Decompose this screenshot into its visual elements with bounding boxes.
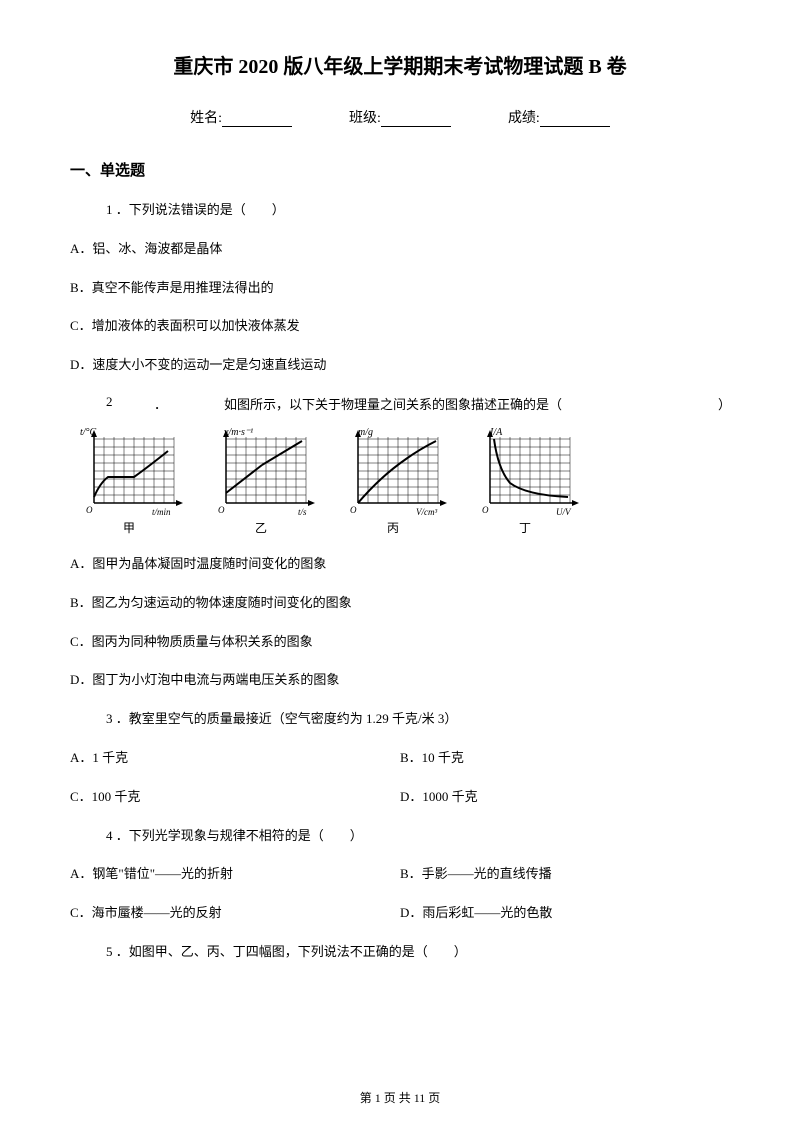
q2-c: C．图丙为同种物质质量与体积关系的图象 — [70, 632, 730, 653]
chart-jia: t/°C O t/min 甲 — [74, 425, 184, 536]
header-fields: 姓名: 班级: 成绩: — [70, 107, 730, 127]
q3-c: C．100 千克 — [70, 787, 400, 808]
page-title: 重庆市 2020 版八年级上学期期末考试物理试题 B 卷 — [70, 50, 730, 79]
q2-text: 如图所示，以下关于物理量之间关系的图象描述正确的是（ — [224, 394, 718, 413]
q3-text: 3 ．教室里空气的质量最接近（空气密度约为 1.29 千克/米 3） — [70, 709, 730, 730]
score-label: 成绩: — [508, 111, 540, 126]
jia-caption: 甲 — [123, 519, 135, 536]
svg-text:U/V: U/V — [556, 507, 572, 517]
class-line — [381, 113, 451, 127]
svg-text:O: O — [218, 505, 225, 515]
svg-text:O: O — [86, 505, 93, 515]
svg-text:t/min: t/min — [152, 507, 171, 517]
q4-text: 4 ．下列光学现象与规律不相符的是（ ） — [70, 826, 730, 847]
charts-row: t/°C O t/min 甲 v/m·s⁻¹ — [70, 425, 730, 536]
q5-text: 5 ．如图甲、乙、丙、丁四幅图，下列说法不正确的是（ ） — [70, 942, 730, 963]
chart-bing: m/g O V/cm³ 丙 — [338, 425, 448, 536]
q2-a: A．图甲为晶体凝固时温度随时间变化的图象 — [70, 554, 730, 575]
yi-caption: 乙 — [255, 519, 267, 536]
bing-caption: 丙 — [387, 519, 399, 536]
score-line — [540, 113, 610, 127]
q2-dot: ． — [154, 394, 224, 413]
name-label: 姓名: — [190, 111, 222, 126]
q2-line: 2 ． 如图所示，以下关于物理量之间关系的图象描述正确的是（ ） — [70, 394, 730, 413]
q4-row2: C．海市蜃楼——光的反射 D．雨后彩虹——光的色散 — [70, 903, 730, 924]
section-heading: 一、单选题 — [70, 159, 730, 180]
q3-d: D．1000 千克 — [400, 787, 730, 808]
q1-c: C．增加液体的表面积可以加快液体蒸发 — [70, 316, 730, 337]
q4-a: A．钢笔"错位"——光的折射 — [70, 864, 400, 885]
q4-d: D．雨后彩虹——光的色散 — [400, 903, 730, 924]
q3-b: B．10 千克 — [400, 748, 730, 769]
q3-row1: A．1 千克 B．10 千克 — [70, 748, 730, 769]
chart-ding: I/A O U/V 丁 — [470, 425, 580, 536]
class-label: 班级: — [349, 111, 381, 126]
q1-a: A．铝、冰、海波都是晶体 — [70, 239, 730, 260]
page-footer: 第 1 页 共 11 页 — [0, 1089, 800, 1106]
q1-text: 1 ．下列说法错误的是（ ） — [70, 200, 730, 221]
q2-d: D．图丁为小灯泡中电流与两端电压关系的图象 — [70, 670, 730, 691]
ding-caption: 丁 — [519, 519, 531, 536]
footer-suffix: 页 — [425, 1091, 440, 1105]
q4-b: B．手影——光的直线传播 — [400, 864, 730, 885]
footer-total: 11 — [414, 1091, 426, 1105]
q2-b: B．图乙为匀速运动的物体速度随时间变化的图象 — [70, 593, 730, 614]
q2-paren: ） — [718, 394, 730, 413]
q3-row2: C．100 千克 D．1000 千克 — [70, 787, 730, 808]
q1-d: D．速度大小不变的运动一定是匀速直线运动 — [70, 355, 730, 376]
chart-yi: v/m·s⁻¹ O t/s 乙 — [206, 425, 316, 536]
q2-num: 2 — [106, 394, 154, 413]
svg-text:V/cm³: V/cm³ — [416, 507, 437, 517]
svg-text:O: O — [482, 505, 489, 515]
q1-b: B．真空不能传声是用推理法得出的 — [70, 278, 730, 299]
svg-text:O: O — [350, 505, 357, 515]
q4-row1: A．钢笔"错位"——光的折射 B．手影——光的直线传播 — [70, 864, 730, 885]
q4-c: C．海市蜃楼——光的反射 — [70, 903, 400, 924]
footer-prefix: 第 — [360, 1091, 375, 1105]
q3-a: A．1 千克 — [70, 748, 400, 769]
svg-text:t/s: t/s — [298, 507, 307, 517]
footer-mid: 页 共 — [381, 1091, 414, 1105]
name-line — [222, 113, 292, 127]
